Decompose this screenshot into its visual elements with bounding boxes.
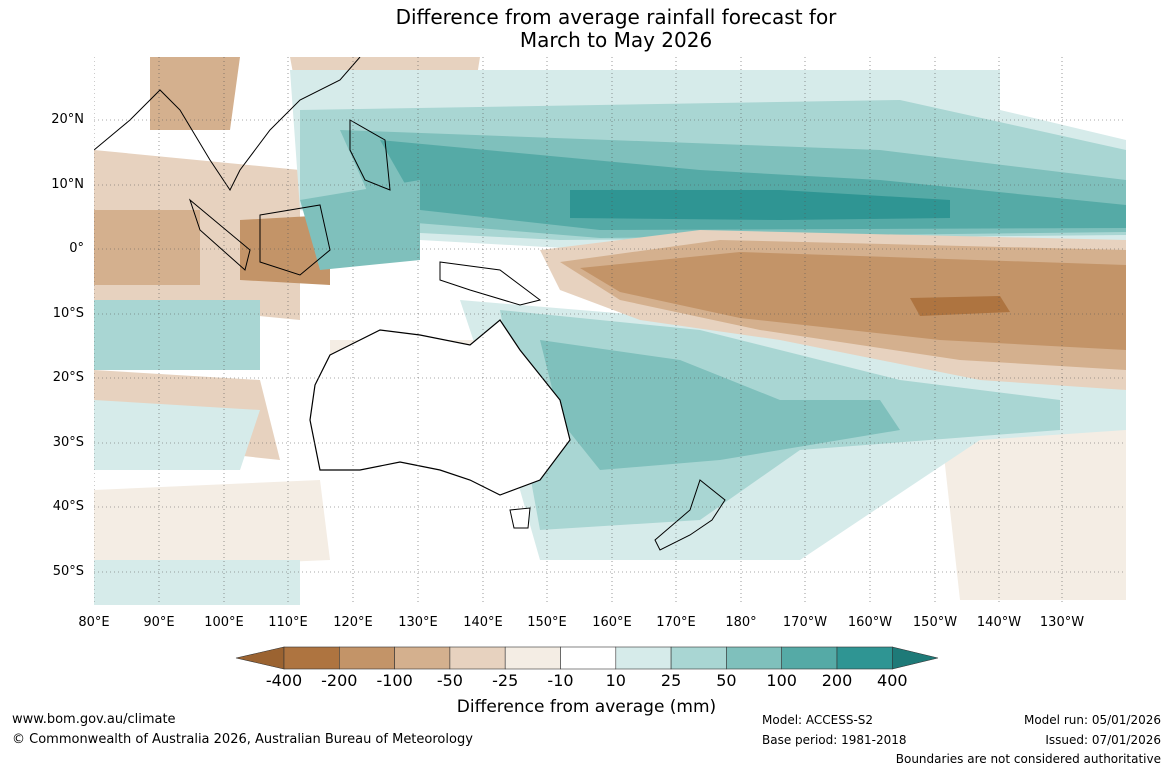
- colorbar-segment: [781, 646, 838, 670]
- gridlines: [94, 57, 1126, 605]
- colorbar-tick-label: -400: [265, 671, 303, 690]
- colorbar-segment: [394, 646, 451, 670]
- dry-region: [580, 252, 1126, 350]
- dry-region: [94, 210, 200, 285]
- colorbar-tick-label: 25: [660, 671, 682, 690]
- wet-region: [540, 340, 900, 470]
- website-link[interactable]: www.bom.gov.au/climate: [12, 712, 176, 727]
- colorbar-extend-high: [891, 646, 939, 670]
- colorbar-segment: [836, 646, 893, 670]
- colorbar-segment: [504, 646, 561, 670]
- wet-region-strong: [570, 190, 950, 220]
- latitude-label: 20°S: [52, 370, 84, 385]
- latitude-label: 10°N: [51, 177, 84, 192]
- wet-region: [94, 300, 260, 370]
- base-period: Base period: 1981-2018: [762, 733, 907, 747]
- new-guinea: [439, 261, 542, 306]
- asia-coast: [94, 57, 361, 191]
- longitude-label: 90°E: [143, 615, 175, 630]
- boundary-disclaimer: Boundaries are not considered authoritat…: [895, 752, 1161, 766]
- latitude-label: 20°N: [51, 112, 84, 127]
- colorbar-tick-label: 200: [821, 671, 853, 690]
- longitude-label: 170°W: [782, 615, 828, 630]
- colorbar-segment: [449, 646, 506, 670]
- colorbar-extend-low: [235, 646, 285, 670]
- latitude-label: 10°S: [52, 306, 84, 321]
- latitude-label: 0°: [69, 241, 84, 256]
- australia: [309, 319, 571, 496]
- colorbar-tick-label: 100: [766, 671, 797, 690]
- colorbar-tick-label: -10: [547, 671, 574, 690]
- colorbar-tick-label: -50: [436, 671, 463, 690]
- longitude-label: 150°E: [527, 615, 567, 630]
- colorbar-segment: [283, 646, 340, 670]
- issued-date: Issued: 07/01/2026: [1045, 733, 1161, 747]
- borneo: [259, 204, 331, 276]
- longitude-label: 80°E: [78, 615, 110, 630]
- longitude-label: 160°E: [592, 615, 632, 630]
- longitude-label: 130°W: [1039, 615, 1085, 630]
- model-run-date: Model run: 05/01/2026: [1023, 713, 1161, 727]
- colorbar-tick-label: 400: [877, 671, 908, 690]
- longitude-label: 110°E: [268, 615, 308, 630]
- colorbar-segment: [670, 646, 727, 670]
- dry-region: [240, 215, 330, 285]
- legend-title: Difference from average (mm): [456, 697, 717, 717]
- latitude-label: 50°S: [52, 564, 84, 579]
- colorbar-tick-label: 50: [716, 671, 737, 690]
- copyright-text: © Commonwealth of Australia 2026, Austra…: [12, 732, 473, 747]
- longitude-label: 130°E: [398, 615, 438, 630]
- colorbar-segment: [615, 646, 672, 670]
- latitude-label: 40°S: [52, 499, 84, 514]
- wet-region: [94, 560, 300, 605]
- model-name: Model: ACCESS-S2: [762, 713, 874, 727]
- longitude-label: 160°W: [847, 615, 893, 630]
- sumatra: [188, 198, 251, 271]
- longitude-label: 120°E: [333, 615, 373, 630]
- dry-region-light: [940, 410, 1126, 600]
- dry-region-light: [150, 57, 240, 130]
- chart-title-line2: March to May 2026: [519, 28, 713, 52]
- philippines: [349, 119, 391, 191]
- colorbar-tick-label: 10: [605, 671, 626, 690]
- colorbar-tick-label: -200: [321, 671, 358, 690]
- colorbar-segment: [338, 646, 395, 670]
- colorbar-segment: [726, 646, 783, 670]
- longitude-label: 170°E: [656, 615, 696, 630]
- colorbar-segment: [560, 646, 617, 670]
- wet-region: [94, 400, 260, 470]
- wet-region: [300, 180, 420, 270]
- latitude-label: 30°S: [52, 435, 84, 450]
- rainfall-anomaly-field: [94, 57, 1126, 605]
- chart-title-line1: Difference from average rainfall forecas…: [395, 5, 837, 29]
- tasmania: [509, 507, 531, 529]
- new-zealand: [654, 479, 726, 551]
- longitude-label: 180°: [725, 615, 757, 630]
- longitude-label: 140°E: [463, 615, 503, 630]
- colorbar-tick-label: -100: [376, 671, 413, 690]
- longitude-label: 100°E: [204, 615, 244, 630]
- legend-colorbar: [235, 646, 939, 670]
- longitude-label: 140°W: [976, 615, 1022, 630]
- dry-region-light: [94, 480, 330, 570]
- longitude-label: 150°W: [912, 615, 958, 630]
- colorbar-tick-label: -25: [492, 671, 519, 690]
